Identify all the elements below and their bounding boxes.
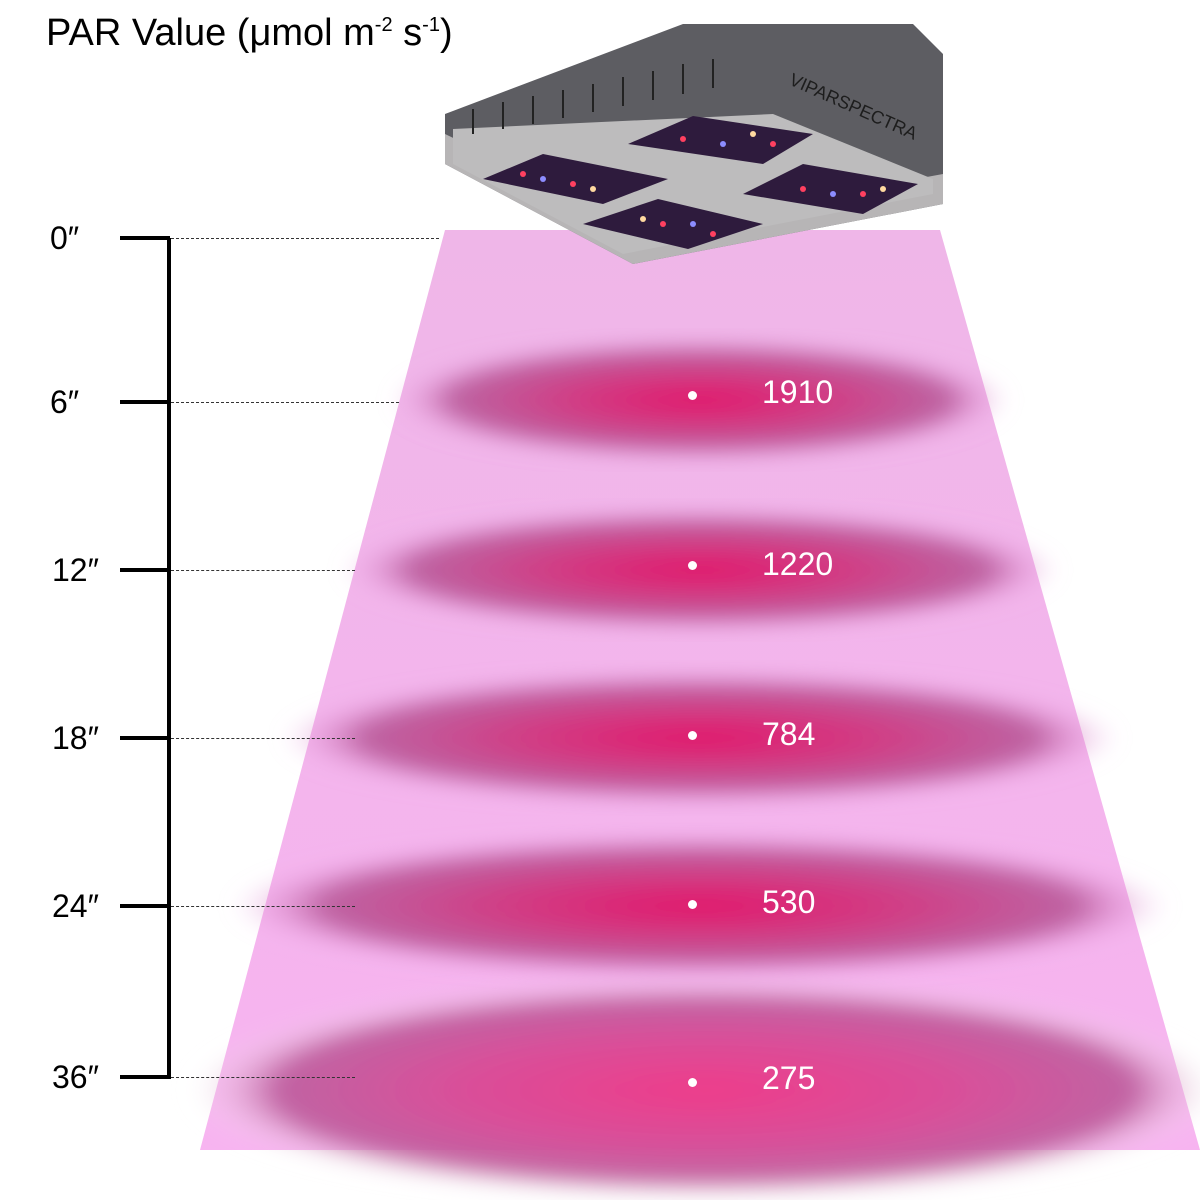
tick-label: 36″ [52, 1059, 99, 1095]
tick-label: 24″ [52, 888, 99, 924]
title-text-end: ) [439, 12, 453, 54]
bullet-icon [688, 391, 697, 400]
chart-title: PAR Value (μmol m-2 s-1) [46, 12, 453, 55]
par-value: 1220 [762, 546, 834, 582]
tick-label: 6″ [50, 384, 80, 420]
bullet-icon [688, 561, 697, 570]
par-value: 1910 [762, 374, 834, 410]
par-value: 275 [762, 1060, 816, 1096]
title-sup-2: -1 [422, 14, 440, 36]
bullet-icon [688, 731, 697, 740]
title-text-mid: s [392, 12, 423, 54]
tick-label: 12″ [52, 552, 99, 588]
height-ruler [167, 238, 171, 1079]
par-value: 784 [762, 716, 816, 752]
tick-label: 18″ [52, 720, 99, 756]
bullet-icon [688, 1078, 697, 1087]
title-sup-1: -2 [374, 14, 393, 36]
title-text: PAR Value (μmol m [46, 12, 375, 54]
led-grow-light: VIPARSPECTRA [445, 24, 943, 264]
tick-label: 0″ [50, 220, 80, 256]
bullet-icon [688, 900, 697, 909]
par-value: 530 [762, 884, 816, 920]
